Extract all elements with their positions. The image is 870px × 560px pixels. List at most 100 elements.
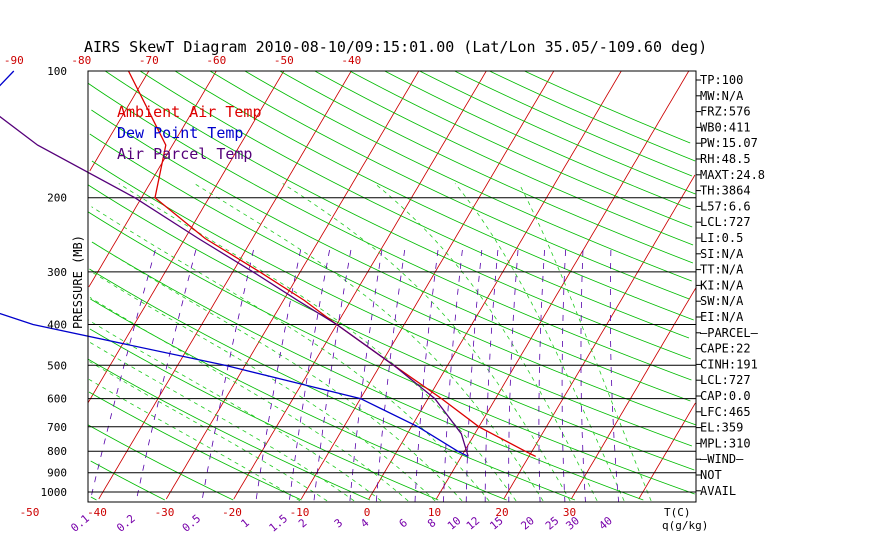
side-panel-entry: SW:N/A [700, 294, 744, 308]
mixing-ratio-line [288, 249, 330, 503]
pressure-tick-label: 1000 [41, 486, 68, 499]
side-panel-entry: SI:N/A [700, 247, 744, 261]
side-panel-entry: PW:15.07 [700, 136, 758, 150]
top-temp-tick-label: -40 [341, 54, 361, 67]
mixing-ratio-line [135, 249, 197, 503]
dry-adiabat-line [454, 70, 693, 177]
plot-frame [87, 70, 697, 503]
dry-adiabat-line [90, 298, 507, 501]
isotherm-line [435, 70, 690, 500]
side-panel-entry: RH:48.5 [700, 152, 751, 166]
ambient-temp-line [127, 70, 536, 457]
pressure-tick-label: 600 [47, 393, 67, 406]
mixing-ratio-line [561, 249, 566, 503]
mixing-ratio-line [443, 249, 463, 503]
mixing-ratio-line [609, 249, 619, 503]
mixing-ratio-line [375, 249, 406, 503]
top-temp-tick-label: -80 [71, 54, 91, 67]
mixing-ratio-tick-label: 0.2 [114, 512, 138, 535]
mixing-ratio-tick-label: 25 [543, 514, 562, 532]
side-panel-entry: EI:N/A [700, 310, 744, 324]
mixing-ratio-tick-label: 12 [464, 514, 483, 532]
side-panel-entry: MAXT:24.8 [700, 168, 765, 182]
side-panel-entry: TH:3864 [700, 184, 751, 198]
side-panel-entry: KI:N/A [700, 278, 744, 292]
bottom-temp-tick-label: 20 [495, 506, 508, 519]
side-panel-entry: –PARCEL– [700, 326, 759, 340]
dry-adiabat-line [314, 70, 694, 246]
dry-adiabat-line [244, 70, 692, 282]
dry-adiabat-line [88, 211, 695, 495]
dry-adiabat-line [91, 241, 644, 501]
moist-adiabat-line [194, 183, 544, 502]
side-panel-entry: AVAIL [700, 484, 736, 498]
mixing-ratio-line [414, 249, 439, 503]
mixing-ratio-line [89, 249, 156, 503]
dry-adiabat-line [87, 358, 371, 501]
side-panel-entry: EL:359 [700, 421, 743, 435]
mixing-ratio-tick-label: 20 [518, 514, 537, 532]
moist-adiabat-line [89, 297, 409, 502]
dry-adiabat-line [174, 70, 694, 321]
mixing-ratio-tick-label: 3 [332, 516, 345, 530]
dry-adiabat-line [104, 70, 691, 360]
mixing-ratio-tick-label: 10 [445, 514, 464, 532]
bottom-unit-label: T(C) [664, 506, 691, 519]
side-panel-entry: CAP:0.0 [700, 389, 751, 403]
mixing-unit-label: q(g/kg) [662, 519, 708, 532]
side-panel-entry: NOT [700, 468, 722, 482]
moist-adiabat-line [88, 341, 355, 502]
dry-adiabat-line [524, 70, 691, 144]
mixing-ratio-line [201, 249, 254, 503]
side-panel-entry: L57:6.6 [700, 199, 751, 213]
series-layer [0, 70, 536, 457]
moist-adiabat-line [87, 319, 382, 502]
moist-adiabat-line [89, 361, 328, 502]
isotherm-line [89, 70, 150, 172]
mixing-ratio-tick-label: 1.5 [267, 512, 291, 535]
mixing-ratio-tick-label: 6 [397, 516, 410, 530]
side-panel-entry: MW:N/A [700, 89, 744, 103]
side-panel-entry: MPL:310 [700, 436, 751, 450]
top-temp-tick-labels: -120-110-100-90-80-70-60-50-40 [4, 54, 361, 67]
bottom-temp-tick-labels: -50 -40 -30 -20 -10 0 10 20 30 [20, 506, 577, 519]
side-panel-entry: LI:0.5 [700, 231, 743, 245]
bottom-temp-tick-label: -50 [20, 506, 40, 519]
bottom-temp-tick-label: 10 [428, 506, 441, 519]
legend-dewpoint: Dew Point Temp [117, 124, 243, 142]
top-temp-tick-label: -50 [274, 54, 294, 67]
legend: Ambient Air Temp Dew Point Temp Air Parc… [117, 103, 262, 163]
pressure-tick-label: 700 [47, 421, 67, 434]
dry-adiabat-line [91, 109, 691, 402]
dry-adiabat-line [87, 82, 692, 381]
dewpoint-temp-line [0, 70, 469, 457]
side-panel-entry: CAPE:22 [700, 342, 751, 356]
isotherm-line [570, 286, 697, 500]
moist-adiabat-line [91, 271, 436, 502]
top-temp-tick-label: -90 [4, 54, 24, 67]
dry-adiabat-line [349, 70, 693, 228]
bottom-temp-tick-label: -40 [87, 506, 107, 519]
side-panel-entry: TP:100 [700, 73, 743, 87]
pressure-tick-label: 300 [47, 266, 67, 279]
dry-adiabat-line [88, 391, 302, 501]
pressure-tick-label: 500 [47, 359, 67, 372]
top-temp-tick-label: -60 [206, 54, 226, 67]
side-panel-entry: –WIND– [700, 452, 744, 466]
mixing-ratio-tick-label: 40 [596, 514, 615, 532]
pressure-tick-label: 200 [47, 192, 67, 205]
side-panel-entry: LCL:727 [700, 373, 751, 387]
legend-parcel: Air Parcel Temp [117, 145, 252, 163]
mixing-ratio-line [313, 249, 352, 503]
bottom-temp-tick-label: -30 [155, 506, 175, 519]
mixing-ratio-tick-label: 0.5 [180, 512, 204, 535]
dry-adiabat-line [139, 70, 690, 339]
side-panel-entry: LFC:465 [700, 405, 751, 419]
mixing-ratio-line [508, 249, 519, 502]
mixing-ratio-line [484, 249, 499, 502]
bottom-temp-tick-label: 0 [364, 506, 371, 519]
dry-adiabat-line [89, 328, 439, 501]
side-panel-entry: FRZ:576 [700, 105, 751, 119]
pressure-tick-label: 800 [47, 445, 67, 458]
